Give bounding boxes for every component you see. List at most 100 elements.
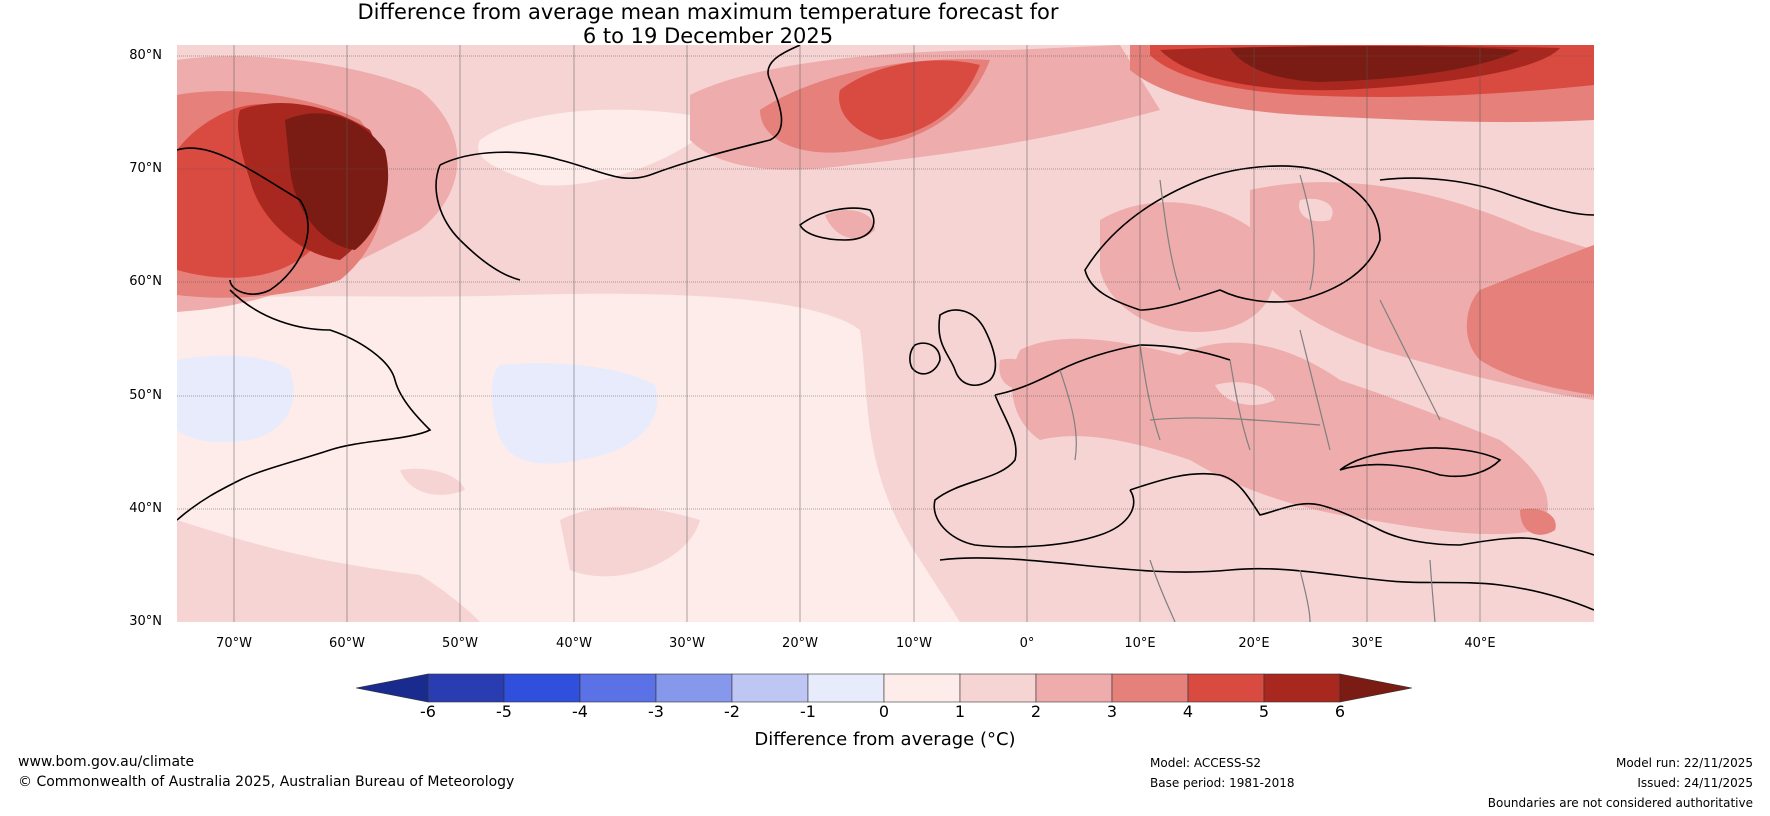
coastline-labrador (177, 289, 432, 521)
coastline-arctic-russia (1379, 177, 1594, 216)
border-poland (1229, 359, 1251, 451)
anomaly-4-5-east-greenland (839, 60, 980, 141)
colorbar-bin (1111, 673, 1189, 703)
lon-label-30w: 30°W (669, 636, 705, 651)
colorbar-bin (1035, 673, 1113, 703)
coastline-great-britain (938, 309, 997, 386)
coastline-north-africa (939, 557, 1594, 611)
country-borders (1059, 174, 1441, 622)
colorbar-bin (503, 673, 581, 703)
border-algeria (1149, 559, 1176, 622)
colorbar-bin (731, 673, 809, 703)
colorbar-tick-label: -1 (800, 702, 816, 721)
lat-label-50n: 50°N (129, 388, 162, 403)
border-russia (1379, 299, 1441, 421)
colorbar-bin (1187, 673, 1265, 703)
anomaly-2-3-europe (1011, 338, 1548, 535)
colorbar-tick-label: 6 (1334, 702, 1346, 721)
lon-label-50w: 50°W (442, 636, 478, 651)
colorbar-label: Difference from average (°C) (754, 729, 1016, 750)
footer-base-period: Base period: 1981-2018 (1150, 776, 1295, 790)
border-central-europe (1149, 417, 1321, 426)
lon-label-70w: 70°W (216, 636, 252, 651)
coastline-iceland (798, 207, 875, 241)
anomaly-3-4-turkey (1520, 508, 1556, 535)
colorbar-tick-label: -2 (724, 702, 740, 721)
colorbar-bin (883, 673, 961, 703)
lon-gridlines (233, 45, 1481, 622)
colorbar-tick-label: 5 (1258, 702, 1270, 721)
colorbar-tick-label: 2 (1030, 702, 1042, 721)
coastline-ireland (909, 342, 941, 375)
footer-model: Model: ACCESS-S2 (1150, 756, 1262, 770)
lon-label-10e: 10°E (1124, 636, 1156, 651)
coastline-baffin (177, 147, 309, 295)
border-ukraine (1299, 329, 1331, 451)
lon-label-20w: 20°W (782, 636, 818, 651)
colorbar-tick-label: 1 (954, 702, 966, 721)
border-egypt (1429, 559, 1436, 622)
footer-copyright: © Commonwealth of Australia 2025, Austra… (18, 774, 515, 790)
border-norway-sweden (1159, 179, 1181, 291)
anomaly-3-4-russia (1466, 245, 1594, 395)
anomaly-2-3-iceland (825, 210, 875, 239)
colorbar-tick-label: -3 (648, 702, 664, 721)
colorbar-bin (807, 673, 885, 703)
colorbar-bin (959, 673, 1037, 703)
anomaly-2-3-scandinavia (1100, 202, 1275, 332)
coastline-mediterranean (1129, 472, 1594, 556)
colorbar-tick-label: -4 (572, 702, 588, 721)
colorbar-over-extension (1339, 673, 1413, 703)
footer-disclaimer: Boundaries are not considered authoritat… (1487, 796, 1753, 810)
lon-label-60w: 60°W (329, 636, 365, 651)
colorbar-tick-label: 3 (1106, 702, 1118, 721)
border-france (1059, 369, 1077, 461)
lon-label-0: 0° (1019, 636, 1035, 651)
lon-label-40e: 40°E (1464, 636, 1496, 651)
anomaly-over-6-labrador (285, 113, 389, 250)
map-plot-area (177, 45, 1594, 622)
footer-website: www.bom.gov.au/climate (18, 754, 195, 770)
map-title: Difference from average mean maximum tem… (0, 0, 1416, 48)
border-libya (1299, 569, 1311, 622)
footer-model-run: Model run: 22/11/2025 (1615, 756, 1753, 770)
anomaly-1-2-atlantic-patch (400, 468, 465, 495)
colorbar-tick-label: -5 (496, 702, 512, 721)
anomaly-1-2-southwest (177, 520, 480, 622)
anomaly-1-2-patch (560, 506, 700, 577)
footer-issued: Issued: 24/11/2025 (1637, 776, 1753, 790)
lat-label-80n: 80°N (129, 48, 162, 63)
lon-label-20e: 20°E (1238, 636, 1270, 651)
lat-label-30n: 30°N (129, 614, 162, 629)
lat-label-70n: 70°N (129, 161, 162, 176)
coastline-scandinavia (1084, 165, 1381, 311)
coastline-iberia (933, 394, 1135, 548)
lat-gridlines (177, 55, 1594, 510)
title-line-2: 6 to 19 December 2025 (582, 24, 834, 48)
colorbar-tick-label: 0 (878, 702, 890, 721)
lon-label-10w: 10°W (896, 636, 932, 651)
lon-label-40w: 40°W (556, 636, 592, 651)
colorbar-bin (579, 673, 657, 703)
lon-label-30e: 30°E (1351, 636, 1383, 651)
border-finland (1299, 174, 1315, 291)
lat-label-60n: 60°N (129, 274, 162, 289)
coastline-black-sea (1339, 447, 1502, 478)
title-line-1: Difference from average mean maximum tem… (357, 0, 1059, 24)
coastline-greenland-south (439, 45, 801, 180)
anomaly-negative-west (177, 355, 294, 442)
anomaly-over-6-barents (1230, 45, 1520, 82)
border-germany (1139, 344, 1161, 441)
colorbar-tick-label: 4 (1182, 702, 1194, 721)
anomaly-0-1-north (478, 109, 720, 186)
colorbar-tick-label: -6 (420, 702, 436, 721)
colorbar-bin (427, 673, 505, 703)
colorbar-under-extension (355, 673, 429, 703)
coastlines (177, 45, 1594, 611)
coastline-north-europe (994, 344, 1231, 396)
anomaly-1-2-alps (1215, 382, 1275, 405)
colorbar-bins (355, 673, 1413, 703)
anomaly-negative-central (491, 363, 658, 464)
